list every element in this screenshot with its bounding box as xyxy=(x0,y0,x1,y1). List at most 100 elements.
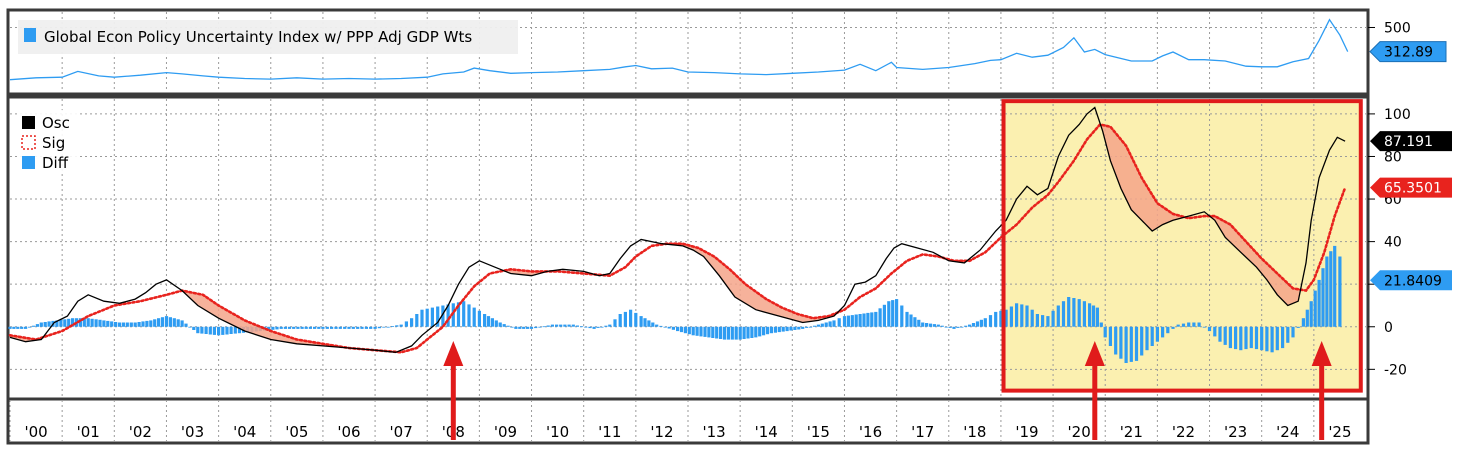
diff-bar xyxy=(765,326,770,335)
diff-bar xyxy=(816,324,820,327)
diff-bar xyxy=(928,323,933,327)
diff-bar xyxy=(462,301,466,327)
diff-bar xyxy=(988,315,993,327)
diff-bar xyxy=(1015,303,1019,327)
diff-bar xyxy=(1129,326,1133,362)
diff-bar xyxy=(494,320,498,327)
x-tick-label: '24 xyxy=(1276,423,1299,441)
x-tick-label: '00 xyxy=(24,423,47,441)
diff-bar xyxy=(114,322,118,327)
diff-bar xyxy=(300,326,304,329)
diff-bar xyxy=(994,311,998,327)
diff-bar xyxy=(1046,316,1050,327)
diff-bar xyxy=(695,326,699,336)
diff-bar xyxy=(275,326,279,330)
diff-bar xyxy=(805,326,809,328)
diff-bar xyxy=(334,326,338,329)
sig-last-value-label: 65.3501 xyxy=(1384,181,1442,197)
diff-bar xyxy=(225,326,229,335)
diff-bar xyxy=(1213,326,1217,337)
diff-bar xyxy=(1192,322,1196,327)
diff-bar xyxy=(43,322,47,327)
diff-bar xyxy=(1004,309,1008,327)
diff-bar xyxy=(555,324,559,327)
diff-bar xyxy=(176,319,180,327)
diff-bar xyxy=(964,325,968,327)
diff-bar xyxy=(506,325,510,327)
diff-bar xyxy=(8,326,12,329)
x-tick-label: '19 xyxy=(1015,423,1038,441)
diff-bar xyxy=(1260,326,1264,351)
diff-bar xyxy=(1176,324,1180,327)
x-tick-label: '05 xyxy=(285,423,308,441)
diff-bar xyxy=(1275,326,1279,351)
diff-bar xyxy=(16,326,20,329)
bottom-y-tick-label: 80 xyxy=(1384,149,1402,165)
diff-bar xyxy=(55,320,59,327)
diff-bar xyxy=(837,318,841,327)
x-tick-label: '10 xyxy=(546,423,569,441)
diff-bar xyxy=(550,324,554,327)
diff-bar xyxy=(874,311,878,327)
diff-bar xyxy=(1305,309,1309,327)
diff-bar xyxy=(643,318,647,327)
diff-bar xyxy=(395,325,399,327)
diff-bar xyxy=(382,326,386,328)
diff-bar xyxy=(360,326,364,329)
osc-sig-gap-fill xyxy=(1210,216,1301,306)
diff-bar xyxy=(1041,315,1045,327)
diff-bar xyxy=(196,326,200,334)
diff-bar xyxy=(1265,326,1269,352)
diff-bar xyxy=(676,326,680,332)
diff-bar xyxy=(1309,301,1313,327)
diff-bar xyxy=(1067,297,1071,327)
diff-bar xyxy=(208,326,212,335)
top-legend-swatch xyxy=(24,28,36,42)
diff-last-value-tag xyxy=(1370,270,1452,291)
diff-bar xyxy=(866,312,870,327)
diff-bar xyxy=(35,324,39,327)
diff-bar xyxy=(940,325,944,327)
diff-bar xyxy=(399,324,403,327)
diff-bar xyxy=(979,319,983,327)
diff-bar xyxy=(1296,326,1300,328)
diff-bar xyxy=(78,318,82,327)
bottom-y-tick-label: 40 xyxy=(1384,235,1402,251)
diff-bar xyxy=(283,326,287,329)
diff-bar xyxy=(801,326,805,329)
x-tick-label: '13 xyxy=(702,423,725,441)
diff-bar xyxy=(575,325,579,327)
diff-bar xyxy=(746,326,750,339)
diff-bar xyxy=(498,322,502,327)
x-tick-label: '15 xyxy=(807,423,830,441)
diff-bar xyxy=(862,313,866,327)
diff-bar xyxy=(812,325,817,327)
diff-bar xyxy=(529,326,534,329)
diff-bar xyxy=(1025,305,1029,327)
diff-bar xyxy=(110,321,114,327)
diff-bar xyxy=(983,318,987,327)
diff-bar xyxy=(1171,326,1175,329)
diff-bar xyxy=(369,326,373,329)
diff-bar xyxy=(999,310,1003,327)
annotation-arrows xyxy=(443,341,1332,440)
top-last-value-tag xyxy=(1369,41,1447,63)
diff-bar xyxy=(373,326,377,329)
diff-bar xyxy=(1088,303,1092,327)
diff-bar xyxy=(1281,326,1285,349)
diff-bar xyxy=(1239,326,1243,351)
diff-bar xyxy=(608,324,612,327)
diff-bar xyxy=(351,326,355,329)
diff-bar xyxy=(180,320,184,327)
x-tick-label: '22 xyxy=(1172,423,1195,441)
diff-bar xyxy=(546,325,550,327)
sig-last-value-tag xyxy=(1370,177,1452,198)
diff-bar xyxy=(338,326,342,329)
diff-bar xyxy=(522,326,526,329)
diff-bar xyxy=(960,326,964,328)
diff-bar xyxy=(769,326,773,334)
diff-bar xyxy=(98,319,102,327)
diff-bar xyxy=(623,311,627,327)
diff-bar xyxy=(1020,304,1024,327)
